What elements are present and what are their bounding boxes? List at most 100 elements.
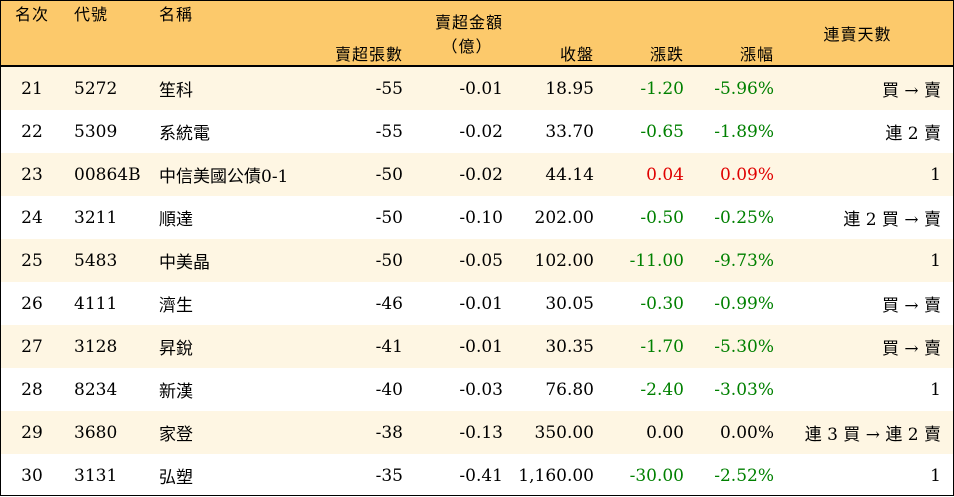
table-header: 名次 代號 名稱 賣超張數 賣超金額 （億） 收盤 漲跌 漲幅 連賣天數 bbox=[1, 1, 953, 67]
table-row: 22 5309 系統電 -55 -0.02 33.70 -0.65 -1.89% 連 2 賣 bbox=[1, 110, 953, 153]
net-sell-lots-cell: -41 bbox=[375, 336, 403, 357]
name-cell: 中美晶 bbox=[159, 253, 210, 273]
rank-cell: 29 bbox=[21, 422, 43, 443]
table-row: 28 8234 新漢 -40 -0.03 76.80 -2.40 -3.03% 1 bbox=[1, 368, 953, 411]
rank-cell: 23 bbox=[21, 164, 43, 185]
net-sell-lots-cell: -35 bbox=[375, 465, 403, 486]
streak-cell: 1 bbox=[930, 379, 941, 400]
rank-cell: 27 bbox=[21, 336, 43, 357]
net-sell-amount-cell: -0.10 bbox=[459, 207, 503, 228]
net-sell-amount-cell: -0.02 bbox=[459, 121, 503, 142]
change-pct-cell: -5.96% bbox=[714, 78, 774, 99]
net-sell-amount-cell: -0.01 bbox=[459, 78, 503, 99]
close-price-cell: 202.00 bbox=[534, 207, 594, 228]
change-pct-cell: 0.00% bbox=[719, 422, 774, 443]
net-sell-lots-cell: -40 bbox=[375, 379, 403, 400]
change-cell: -0.50 bbox=[640, 207, 684, 228]
name-cell: 中信美國公債0-1 bbox=[159, 167, 289, 187]
header-code: 代號 bbox=[74, 5, 109, 24]
code-cell: 00864B bbox=[74, 164, 141, 185]
streak-cell: 連 2 賣 bbox=[885, 124, 941, 144]
header-streak: 連賣天數 bbox=[823, 25, 892, 44]
net-sell-amount-cell: -0.01 bbox=[459, 336, 503, 357]
table-body: 21 5272 笙科 -55 -0.01 18.95 -1.20 -5.96% 買 → 賣 22 5… bbox=[1, 67, 953, 497]
name-cell: 昇銳 bbox=[159, 339, 193, 359]
code-cell: 8234 bbox=[74, 379, 118, 400]
net-sell-lots-cell: -38 bbox=[375, 422, 403, 443]
header-change-pct: 漲幅 bbox=[739, 45, 774, 64]
name-cell: 系統電 bbox=[159, 124, 210, 144]
rank-cell: 22 bbox=[21, 121, 43, 142]
net-sell-amount-cell: -0.13 bbox=[459, 422, 503, 443]
net-sell-amount-cell: -0.41 bbox=[459, 465, 503, 486]
rank-cell: 30 bbox=[21, 465, 43, 486]
net-sell-amount-cell: -0.03 bbox=[459, 379, 503, 400]
table-row: 24 3211 順達 -50 -0.10 202.00 -0.50 -0.25% 連 2 買 →… bbox=[1, 196, 953, 239]
net-sell-lots-cell: -46 bbox=[375, 293, 403, 314]
net-sell-amount-cell: -0.02 bbox=[459, 164, 503, 185]
header-net-sell-lots: 賣超張數 bbox=[334, 45, 403, 64]
close-price-cell: 18.95 bbox=[545, 78, 594, 99]
rank-cell: 28 bbox=[21, 379, 43, 400]
name-cell: 濟生 bbox=[159, 296, 193, 316]
change-cell: -0.65 bbox=[640, 121, 684, 142]
streak-cell: 買 → 賣 bbox=[881, 296, 941, 316]
change-cell: -2.40 bbox=[640, 379, 684, 400]
code-cell: 3128 bbox=[74, 336, 118, 357]
change-pct-cell: -2.52% bbox=[714, 465, 774, 486]
table-row: 27 3128 昇銳 -41 -0.01 30.35 -1.70 -5.30% 買 → 賣 bbox=[1, 325, 953, 368]
close-price-cell: 33.70 bbox=[545, 121, 594, 142]
change-pct-cell: 0.09% bbox=[719, 164, 774, 185]
streak-cell: 連 3 買 → 連 2 賣 bbox=[804, 425, 941, 445]
net-sell-amount-cell: -0.01 bbox=[459, 293, 503, 314]
code-cell: 3680 bbox=[74, 422, 118, 443]
name-cell: 順達 bbox=[159, 210, 193, 230]
code-cell: 3131 bbox=[74, 465, 118, 486]
net-sell-lots-cell: -50 bbox=[375, 207, 403, 228]
name-cell: 新漢 bbox=[159, 382, 193, 402]
change-cell: -1.20 bbox=[640, 78, 684, 99]
streak-cell: 1 bbox=[930, 465, 941, 486]
change-pct-cell: -3.03% bbox=[714, 379, 774, 400]
name-cell: 家登 bbox=[159, 425, 193, 445]
change-pct-cell: -9.73% bbox=[714, 250, 774, 271]
table-row: 26 4111 濟生 -46 -0.01 30.05 -0.30 -0.99% 買 → 賣 bbox=[1, 282, 953, 325]
name-cell: 笙科 bbox=[159, 81, 193, 101]
change-cell: -11.00 bbox=[629, 250, 684, 271]
change-pct-cell: -0.25% bbox=[714, 207, 774, 228]
close-price-cell: 102.00 bbox=[534, 250, 594, 271]
code-cell: 3211 bbox=[74, 207, 118, 228]
change-pct-cell: -0.99% bbox=[714, 293, 774, 314]
change-pct-cell: -5.30% bbox=[714, 336, 774, 357]
code-cell: 5483 bbox=[74, 250, 118, 271]
net-sell-lots-cell: -55 bbox=[375, 78, 403, 99]
code-cell: 4111 bbox=[74, 293, 118, 314]
header-net-sell-amount: 賣超金額 （億） bbox=[434, 13, 503, 56]
streak-cell: 1 bbox=[930, 164, 941, 185]
change-cell: -30.00 bbox=[629, 465, 684, 486]
header-close: 收盤 bbox=[559, 45, 594, 64]
table-row: 25 5483 中美晶 -50 -0.05 102.00 -11.00 -9.73% 1 bbox=[1, 239, 953, 282]
close-price-cell: 30.35 bbox=[545, 336, 594, 357]
table-row: 30 3131 弘塑 -35 -0.41 1,160.00 -30.00 -2.52% 1 bbox=[1, 454, 953, 497]
rank-cell: 26 bbox=[21, 293, 43, 314]
name-cell: 弘塑 bbox=[159, 468, 193, 488]
streak-cell: 買 → 賣 bbox=[881, 339, 941, 359]
close-price-cell: 1,160.00 bbox=[518, 465, 594, 486]
streak-cell: 連 2 買 → 賣 bbox=[843, 210, 941, 230]
code-cell: 5309 bbox=[74, 121, 118, 142]
change-cell: 0.00 bbox=[646, 422, 684, 443]
close-price-cell: 76.80 bbox=[545, 379, 594, 400]
table-row: 29 3680 家登 -38 -0.13 350.00 0.00 0.00% 連 3 買 → 連… bbox=[1, 411, 953, 454]
net-sell-amount-cell: -0.05 bbox=[459, 250, 503, 271]
change-cell: -1.70 bbox=[640, 336, 684, 357]
table-row: 21 5272 笙科 -55 -0.01 18.95 -1.20 -5.96% 買 → 賣 bbox=[1, 67, 953, 110]
streak-cell: 買 → 賣 bbox=[881, 81, 941, 101]
streak-cell: 1 bbox=[930, 250, 941, 271]
close-price-cell: 30.05 bbox=[545, 293, 594, 314]
header-change: 漲跌 bbox=[649, 45, 684, 64]
net-sell-lots-cell: -50 bbox=[375, 250, 403, 271]
net-sell-lots-cell: -55 bbox=[375, 121, 403, 142]
header-name: 名稱 bbox=[159, 5, 194, 24]
